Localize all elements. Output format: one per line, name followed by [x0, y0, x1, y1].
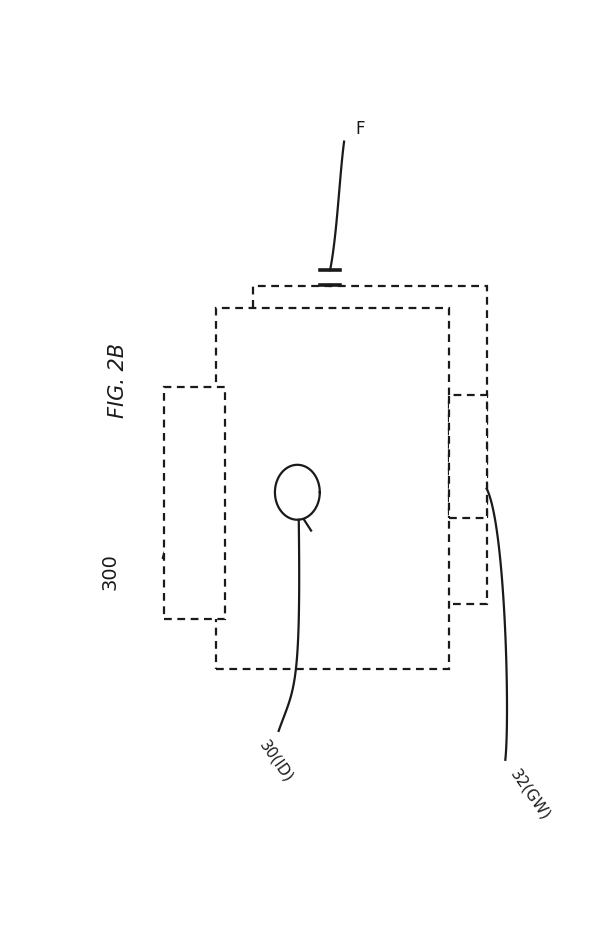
Bar: [449, 394, 487, 517]
Text: 32(GW): 32(GW): [508, 767, 554, 824]
Bar: [216, 308, 449, 670]
Bar: [253, 286, 487, 605]
Text: 30(ID): 30(ID): [257, 738, 296, 786]
Bar: [164, 388, 225, 619]
Text: F: F: [356, 120, 365, 138]
Text: FIG. 2B: FIG. 2B: [109, 343, 128, 418]
Text: 300: 300: [101, 553, 120, 591]
